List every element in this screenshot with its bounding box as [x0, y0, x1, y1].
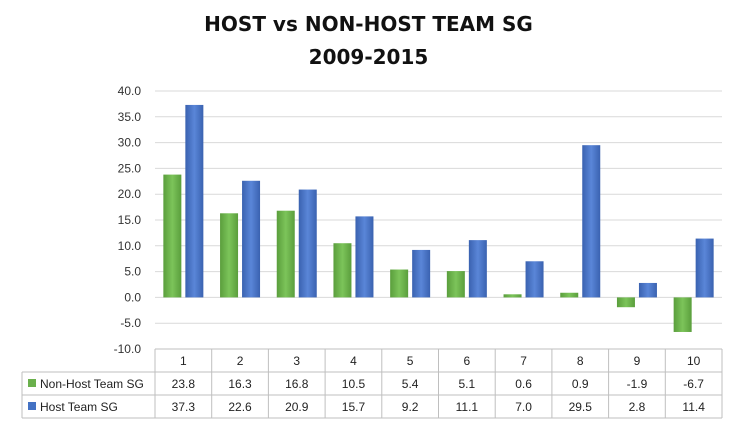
- y-tick-label: 30.0: [118, 136, 142, 150]
- bar-non-host: [673, 297, 692, 332]
- bar-non-host: [220, 213, 239, 298]
- gridlines: [155, 90, 722, 350]
- data-label: 2.8: [629, 400, 646, 414]
- data-label: 16.3: [228, 377, 252, 391]
- data-label: 20.9: [285, 400, 309, 414]
- bar-non-host: [560, 292, 579, 298]
- y-tick-label: 0.0: [124, 290, 141, 304]
- data-label: 11.1: [456, 400, 479, 414]
- bar-host: [412, 249, 431, 298]
- data-label: 0.6: [515, 377, 532, 391]
- x-category-label: 5: [407, 354, 414, 368]
- bar-host: [525, 261, 544, 298]
- bar-host: [185, 104, 204, 298]
- bar-non-host: [446, 271, 465, 298]
- data-label: 5.4: [402, 377, 419, 391]
- chart-title-line-1: HOST vs NON-HOST TEAM SG: [204, 12, 533, 36]
- legend-label-host: Host Team SG: [40, 400, 118, 414]
- x-category-label: 6: [464, 354, 471, 368]
- y-tick-label: 20.0: [118, 187, 142, 201]
- legend-label-non-host: Non-Host Team SG: [40, 377, 144, 391]
- bar-host: [355, 216, 374, 298]
- data-label: 22.6: [228, 400, 252, 414]
- x-category-label: 3: [293, 354, 300, 368]
- y-axis-tick-labels: 40.0 35.0 30.0 25.0 20.0 15.0 10.0 5.0 0.0 -5.0 -1…: [114, 84, 142, 356]
- x-category-label: 8: [577, 354, 584, 368]
- x-category-label: 2: [237, 354, 244, 368]
- x-category-label: 10: [687, 354, 701, 368]
- y-tick-label: 25.0: [118, 161, 142, 175]
- legend-key-host: [28, 402, 36, 410]
- legend-key-non-host: [28, 379, 36, 387]
- x-category-label: 1: [180, 354, 187, 368]
- data-label: 9.2: [402, 400, 419, 414]
- bar-host: [638, 282, 657, 298]
- y-tick-label: 15.0: [118, 213, 142, 227]
- chart-title: HOST vs NON-HOST TEAM SG 2009-2015: [0, 8, 737, 74]
- x-category-label: 4: [350, 354, 357, 368]
- data-label: 10.5: [342, 377, 366, 391]
- y-tick-label: 35.0: [118, 110, 142, 124]
- data-table: 1 2 3 4 5 6 7 8 9 10 Non-Host Team SG 23.8 16.3 16.8 1…: [21, 348, 723, 419]
- bar-host: [298, 189, 317, 298]
- data-label: 23.8: [172, 377, 196, 391]
- x-category-label: 9: [634, 354, 641, 368]
- bar-host: [468, 240, 487, 298]
- data-label: 5.1: [459, 377, 476, 391]
- chart-title-line-2: 2009-2015: [308, 45, 429, 69]
- data-label: 0.9: [572, 377, 589, 391]
- bar-non-host: [616, 297, 635, 308]
- y-tick-label: 5.0: [124, 265, 141, 279]
- data-label: 7.0: [515, 400, 532, 414]
- bars: [163, 104, 714, 332]
- bar-host: [695, 238, 714, 298]
- bar-non-host: [163, 174, 182, 298]
- data-label: 29.5: [569, 400, 593, 414]
- bar-host: [242, 180, 261, 298]
- y-tick-label: 40.0: [118, 84, 142, 98]
- bar-non-host: [503, 294, 522, 298]
- data-label: 16.8: [285, 377, 309, 391]
- bar-non-host: [276, 210, 295, 298]
- data-label: 11.4: [682, 400, 705, 414]
- y-tick-label: -5.0: [120, 316, 141, 330]
- bar-host: [582, 145, 601, 298]
- bar-non-host: [390, 269, 409, 298]
- bar-non-host: [333, 243, 352, 298]
- y-tick-label: -10.0: [114, 342, 142, 356]
- y-tick-label: 10.0: [118, 239, 142, 253]
- data-label: -6.7: [683, 377, 704, 391]
- data-label: 37.3: [172, 400, 196, 414]
- data-label: 15.7: [342, 400, 366, 414]
- x-category-label: 7: [520, 354, 527, 368]
- data-label: -1.9: [627, 377, 648, 391]
